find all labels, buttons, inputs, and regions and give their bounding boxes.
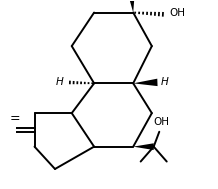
Polygon shape [133,143,154,150]
Polygon shape [128,0,135,12]
Text: OH: OH [153,117,169,127]
Text: =: = [10,112,20,125]
Polygon shape [133,79,158,86]
Text: OH: OH [170,9,186,19]
Text: H: H [161,77,169,87]
Text: H: H [56,77,63,87]
